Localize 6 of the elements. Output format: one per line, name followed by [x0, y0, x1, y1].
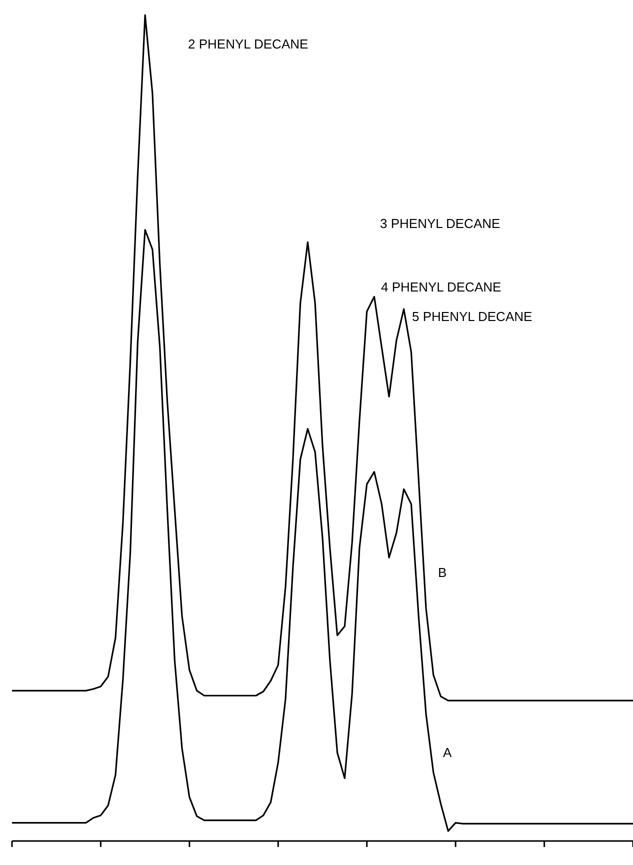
annotation: 3 PHENYL DECANE	[380, 216, 500, 232]
annotation: 4 PHENYL DECANE	[381, 280, 502, 295]
annotation: 2 PHENYL DECANE	[188, 36, 308, 52]
annotation: 5 PHENYL DECANE	[412, 309, 532, 324]
series-label: B	[438, 565, 447, 580]
series-label: A	[443, 745, 452, 760]
